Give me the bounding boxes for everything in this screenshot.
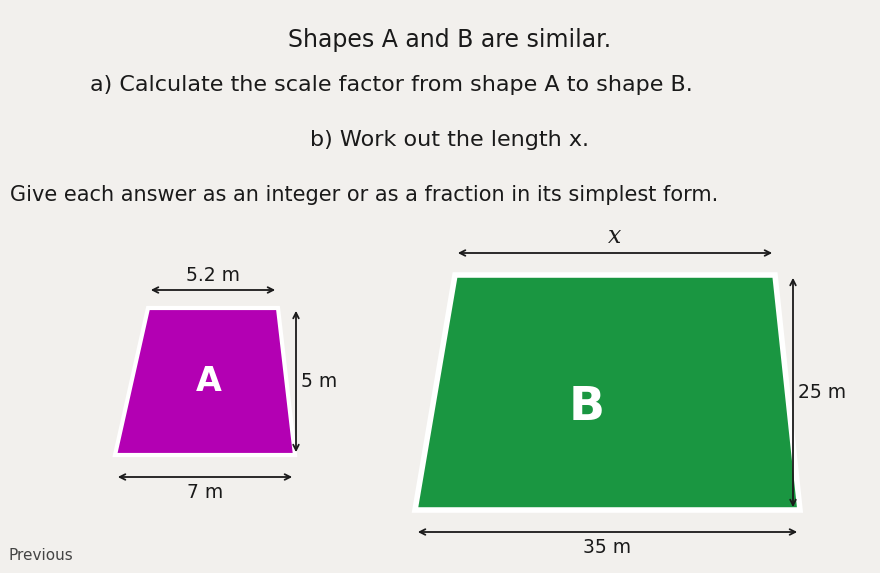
Text: b) Work out the length x.: b) Work out the length x. xyxy=(310,130,589,150)
Text: 5.2 m: 5.2 m xyxy=(186,266,240,285)
Text: 25 m: 25 m xyxy=(798,383,847,402)
Text: 7 m: 7 m xyxy=(187,483,224,502)
Text: B: B xyxy=(568,385,605,430)
Polygon shape xyxy=(415,275,800,510)
Text: a) Calculate the scale factor from shape A to shape B.: a) Calculate the scale factor from shape… xyxy=(90,75,693,95)
Text: x: x xyxy=(608,225,621,248)
Text: A: A xyxy=(196,365,222,398)
Text: 35 m: 35 m xyxy=(583,538,632,557)
Text: 5 m: 5 m xyxy=(301,372,337,391)
Text: Shapes A and B are similar.: Shapes A and B are similar. xyxy=(289,28,612,52)
Polygon shape xyxy=(115,308,295,455)
Text: Previous: Previous xyxy=(8,548,73,563)
Text: Give each answer as an integer or as a fraction in its simplest form.: Give each answer as an integer or as a f… xyxy=(10,185,718,205)
